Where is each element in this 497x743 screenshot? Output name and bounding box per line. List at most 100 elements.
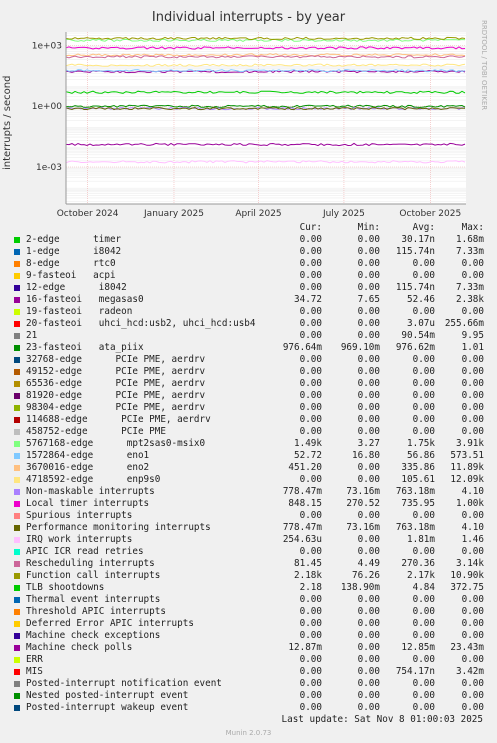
series-lines (65, 36, 466, 164)
legend-entry: 23-fasteoi ata_piix 976.64m 969.10m 976.62m… (14, 342, 494, 354)
legend-value-cur: 0.00 (299, 546, 322, 557)
legend-value-max: 4.10 (461, 522, 484, 533)
legend-value-cur: 0.00 (299, 678, 322, 689)
legend-value-max: 3.42m (456, 666, 484, 677)
legend-swatch (14, 633, 20, 639)
legend-entry: 98304-edge PCIe PME, aerdrv 0.00 0.00 0.00 0… (14, 402, 494, 414)
legend-value-max: 10.90k (450, 570, 484, 581)
legend-value-cur: 12.87m (288, 642, 322, 653)
legend-value-max: 23.43m (450, 642, 484, 653)
legend-value-min: 0.00 (357, 258, 380, 269)
legend-value-min: 0.00 (357, 606, 380, 617)
legend-label: Posted-interrupt notification event (26, 678, 222, 689)
legend-value-min: 7.65 (357, 294, 380, 305)
legend-swatch (14, 705, 20, 711)
legend-label: 9-fasteoi acpi (26, 270, 116, 281)
legend-value-max: 0.00 (461, 270, 484, 281)
legend-swatch (14, 297, 20, 303)
legend-entry: 114688-edge PCIe PME, aerdrv 0.00 0.00 0.00… (14, 414, 494, 426)
legend-entry: 20-fasteoi uhci_hcd:usb2, uhci_hcd:usb4 0… (14, 318, 494, 330)
legend-value-cur: 0.00 (299, 378, 322, 389)
legend-value-max: 0.00 (461, 258, 484, 269)
legend-value-max: 0.00 (461, 426, 484, 437)
legend-value-max: 0.00 (461, 594, 484, 605)
legend-label: Machine check polls (26, 642, 133, 653)
series-line (65, 106, 466, 111)
chart-title: Individual interrupts - by year (151, 10, 346, 25)
legend-label: Function call interrupts (26, 570, 161, 581)
legend-label: 20-fasteoi uhci_hcd:usb2, uhci_hcd:usb4 (26, 318, 256, 329)
legend-label: 16-fasteoi megasas0 (26, 294, 144, 305)
legend-value-avg: 763.18m (395, 522, 435, 533)
legend-value-cur: 0.00 (299, 474, 322, 485)
legend-value-min: 0.00 (357, 390, 380, 401)
legend-value-cur: 0.00 (299, 390, 322, 401)
legend-entry: Function call interrupts 2.18k 76.26 2.17k 1… (14, 570, 494, 582)
series-line (65, 38, 466, 42)
legend-value-cur: 0.00 (299, 330, 322, 341)
legend-value-cur: 0.00 (299, 426, 322, 437)
legend-value-cur: 0.00 (299, 234, 322, 245)
legend-value-min: 0.00 (357, 330, 380, 341)
legend-swatch (14, 453, 20, 459)
legend-entry: Threshold APIC interrupts 0.00 0.00 0.00 0.0… (14, 606, 494, 618)
legend-swatch (14, 441, 20, 447)
legend-value-avg: 0.00 (412, 654, 435, 665)
legend-value-min: 0.00 (357, 594, 380, 605)
legend-value-avg: 0.00 (412, 402, 435, 413)
legend-value-cur: 0.00 (299, 318, 322, 329)
legend-entry: 1-edge i8042 0.00 0.00 115.74n 7.33m (14, 246, 494, 258)
legend-value-min: 0.00 (357, 426, 380, 437)
legend-value-min: 0.00 (357, 618, 380, 629)
legend-value-avg: 0.00 (412, 630, 435, 641)
legend-value-cur: 2.18k (294, 570, 322, 581)
legend-rows: 2-edge timer 0.00 0.00 30.17n 1.68m 1-edge i8… (14, 234, 494, 714)
legend-value-min: 0.00 (357, 666, 380, 677)
legend-entry: Posted-interrupt notification event 0.00 0… (14, 678, 494, 690)
legend-value-avg: 1.75k (407, 438, 435, 449)
legend-value-cur: 0.00 (299, 606, 322, 617)
legend-value-cur: 254.63u (282, 534, 322, 545)
legend-value-max: 1.01 (461, 342, 484, 353)
legend-value-min: 270.52 (346, 498, 380, 509)
legend-value-avg: 56.86 (407, 450, 435, 461)
column-cur: Cur: (299, 222, 322, 233)
legend-value-max: 0.00 (461, 378, 484, 389)
legend-value-cur: 451.20 (288, 462, 322, 473)
legend-value-cur: 0.00 (299, 270, 322, 281)
legend-value-min: 0.00 (357, 546, 380, 557)
legend-swatch (14, 393, 20, 399)
legend-label: Posted-interrupt wakeup event (26, 702, 189, 713)
series-line (65, 90, 466, 94)
legend-swatch (14, 429, 20, 435)
legend-value-avg: 0.00 (412, 594, 435, 605)
legend-label: 32768-edge PCIe PME, aerdrv (26, 354, 206, 365)
legend-value-avg: 1.81m (407, 534, 435, 545)
legend-label: 5767168-edge mpt2sas0-msix0 (26, 438, 206, 449)
legend-swatch (14, 621, 20, 627)
x-tick-label: January 2025 (143, 209, 204, 219)
legend-value-avg: 12.85m (401, 642, 435, 653)
legend-swatch (14, 321, 20, 327)
legend-label: 4718592-edge enp9s0 (26, 474, 161, 485)
legend-value-max: 0.00 (461, 354, 484, 365)
legend-value-cur: 0.00 (299, 258, 322, 269)
legend-label: 3670016-edge eno2 (26, 462, 150, 473)
y-tick-label: 1e-03 (36, 163, 62, 173)
legend-value-min: 0.00 (357, 642, 380, 653)
legend-swatch (14, 525, 20, 531)
legend-value-cur: 0.00 (299, 690, 322, 701)
legend-swatch (14, 645, 20, 651)
legend-value-max: 1.00k (456, 498, 484, 509)
legend-value-min: 76.26 (352, 570, 380, 581)
legend-value-cur: 976.64m (282, 342, 322, 353)
series-line (65, 104, 466, 108)
legend-value-cur: 0.00 (299, 510, 322, 521)
legend-swatch (14, 693, 20, 699)
legend-swatch (14, 249, 20, 255)
legend-entry: Rescheduling interrupts 81.45 4.49 270.36 3.… (14, 558, 494, 570)
x-tick-label: July 2025 (322, 209, 365, 219)
legend: Cur: Min: Avg: Max: 2-edge timer 0.00 0.00… (14, 222, 494, 714)
legend-swatch (14, 477, 20, 483)
legend-value-min: 0.00 (357, 654, 380, 665)
